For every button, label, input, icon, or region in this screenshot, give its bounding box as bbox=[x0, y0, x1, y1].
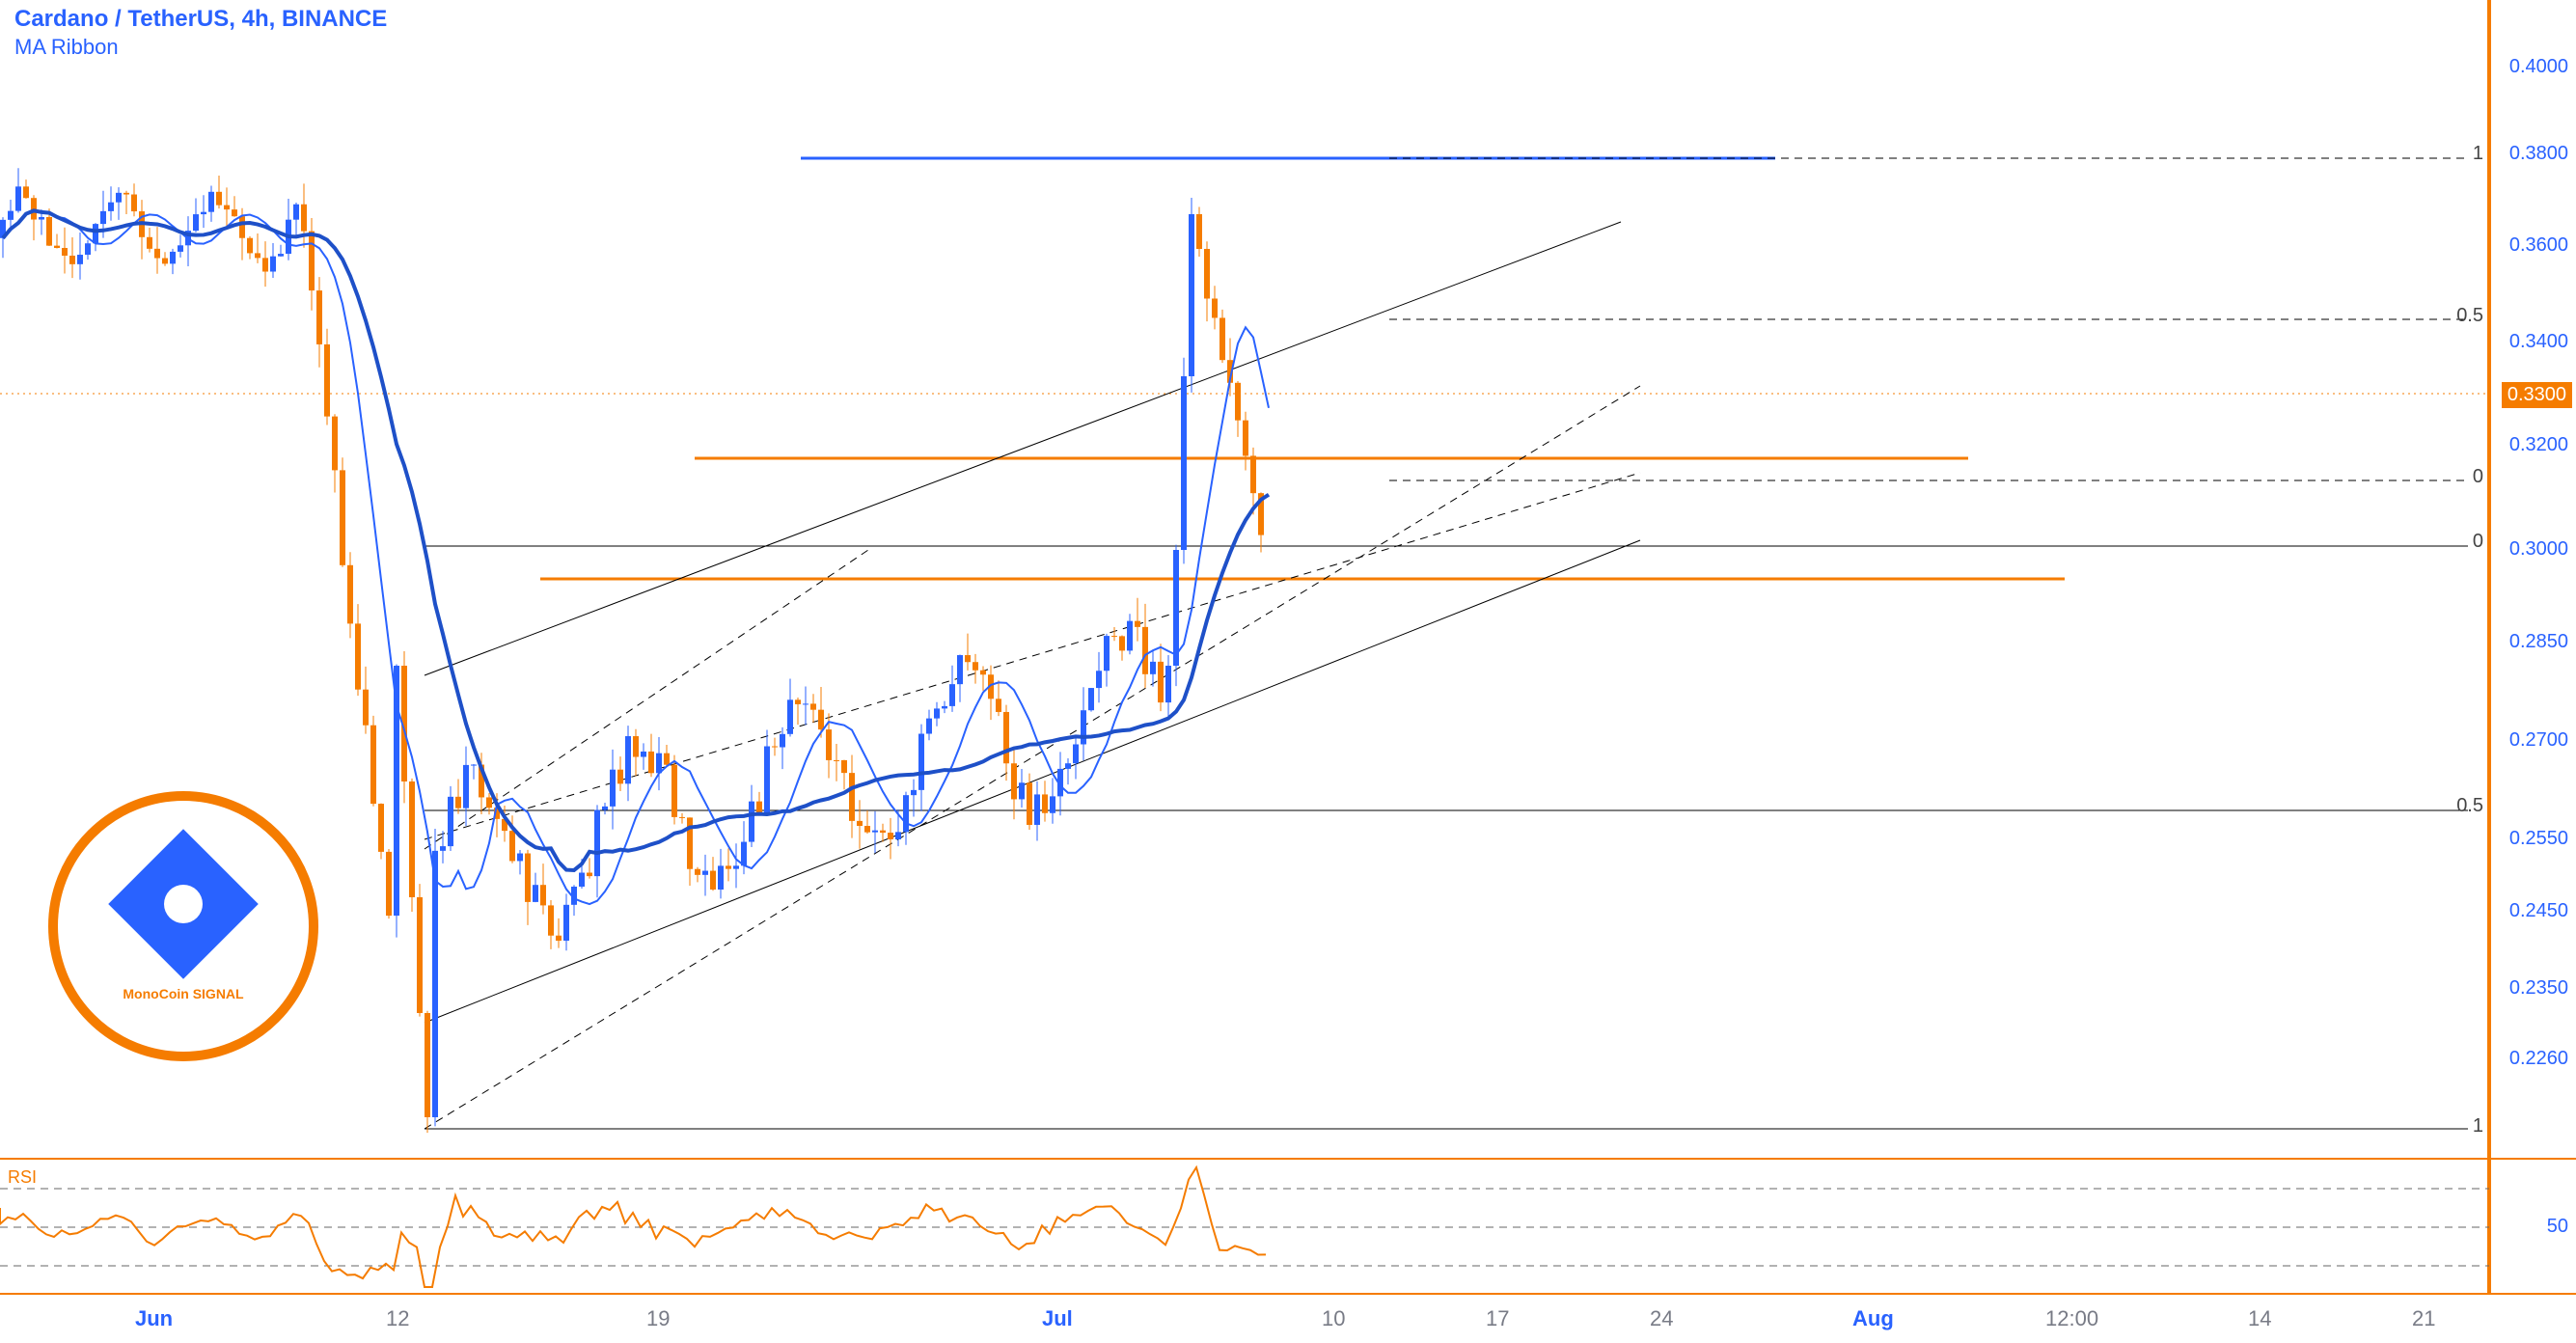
price-tick: 0.3300 bbox=[2502, 382, 2572, 408]
price-tick: 0.3600 bbox=[2509, 234, 2568, 257]
price-tick: 0.3800 bbox=[2509, 143, 2568, 165]
fib-label: 0.5 bbox=[2456, 795, 2483, 817]
rsi-panel[interactable]: RSI bbox=[0, 1158, 2489, 1293]
time-tick: 24 bbox=[1650, 1306, 1673, 1331]
price-chart[interactable]: Cardano / TetherUS, 4h, BINANCE MA Ribbo… bbox=[0, 0, 2489, 1158]
time-tick: Jul bbox=[1042, 1306, 1073, 1331]
time-tick: Aug bbox=[1852, 1306, 1894, 1331]
time-tick: 14 bbox=[2248, 1306, 2271, 1331]
logo-text: MonoCoin SIGNAL bbox=[123, 986, 243, 1001]
price-tick: 0.3000 bbox=[2509, 538, 2568, 561]
time-tick: 10 bbox=[1322, 1306, 1345, 1331]
watermark-logo: MonoCoin SIGNAL bbox=[48, 791, 318, 1061]
time-tick: 21 bbox=[2412, 1306, 2435, 1331]
fib-label: 1 bbox=[2473, 1115, 2483, 1137]
price-tick: 0.4000 bbox=[2509, 56, 2568, 78]
price-tick: 0.3200 bbox=[2509, 434, 2568, 456]
price-tick: 0.2350 bbox=[2509, 977, 2568, 1000]
price-tick: 0.2700 bbox=[2509, 729, 2568, 752]
chart-canvas bbox=[0, 0, 2489, 1158]
price-tick: 0.3400 bbox=[2509, 331, 2568, 353]
price-tick: 0.2850 bbox=[2509, 631, 2568, 653]
time-tick: 12:00 bbox=[2045, 1306, 2098, 1331]
price-tick: 0.2260 bbox=[2509, 1048, 2568, 1070]
price-tick: 0.2450 bbox=[2509, 900, 2568, 922]
fib-label: 1 bbox=[2473, 143, 2483, 165]
rsi-mid-label: 50 bbox=[2547, 1216, 2568, 1238]
time-tick: Jun bbox=[135, 1306, 173, 1331]
price-axis[interactable]: 0.4000 0.3800 0.3600 0.3400 0.3300 0.3200 0.30… bbox=[2489, 0, 2576, 1158]
fib-label: 0 bbox=[2473, 531, 2483, 553]
rsi-canvas bbox=[0, 1160, 2489, 1295]
time-tick: 12 bbox=[386, 1306, 409, 1331]
fib-label: 0 bbox=[2473, 466, 2483, 488]
time-tick: 17 bbox=[1486, 1306, 1509, 1331]
logo-diamond-icon bbox=[108, 829, 259, 979]
time-tick: 19 bbox=[646, 1306, 670, 1331]
price-tick: 0.2550 bbox=[2509, 828, 2568, 850]
time-axis[interactable]: Jun 12 19 Jul 10 17 24 Aug 12:00 14 21 bbox=[0, 1293, 2576, 1343]
rsi-axis[interactable]: 50 bbox=[2489, 1158, 2576, 1293]
fib-label: 0.5 bbox=[2456, 305, 2483, 327]
